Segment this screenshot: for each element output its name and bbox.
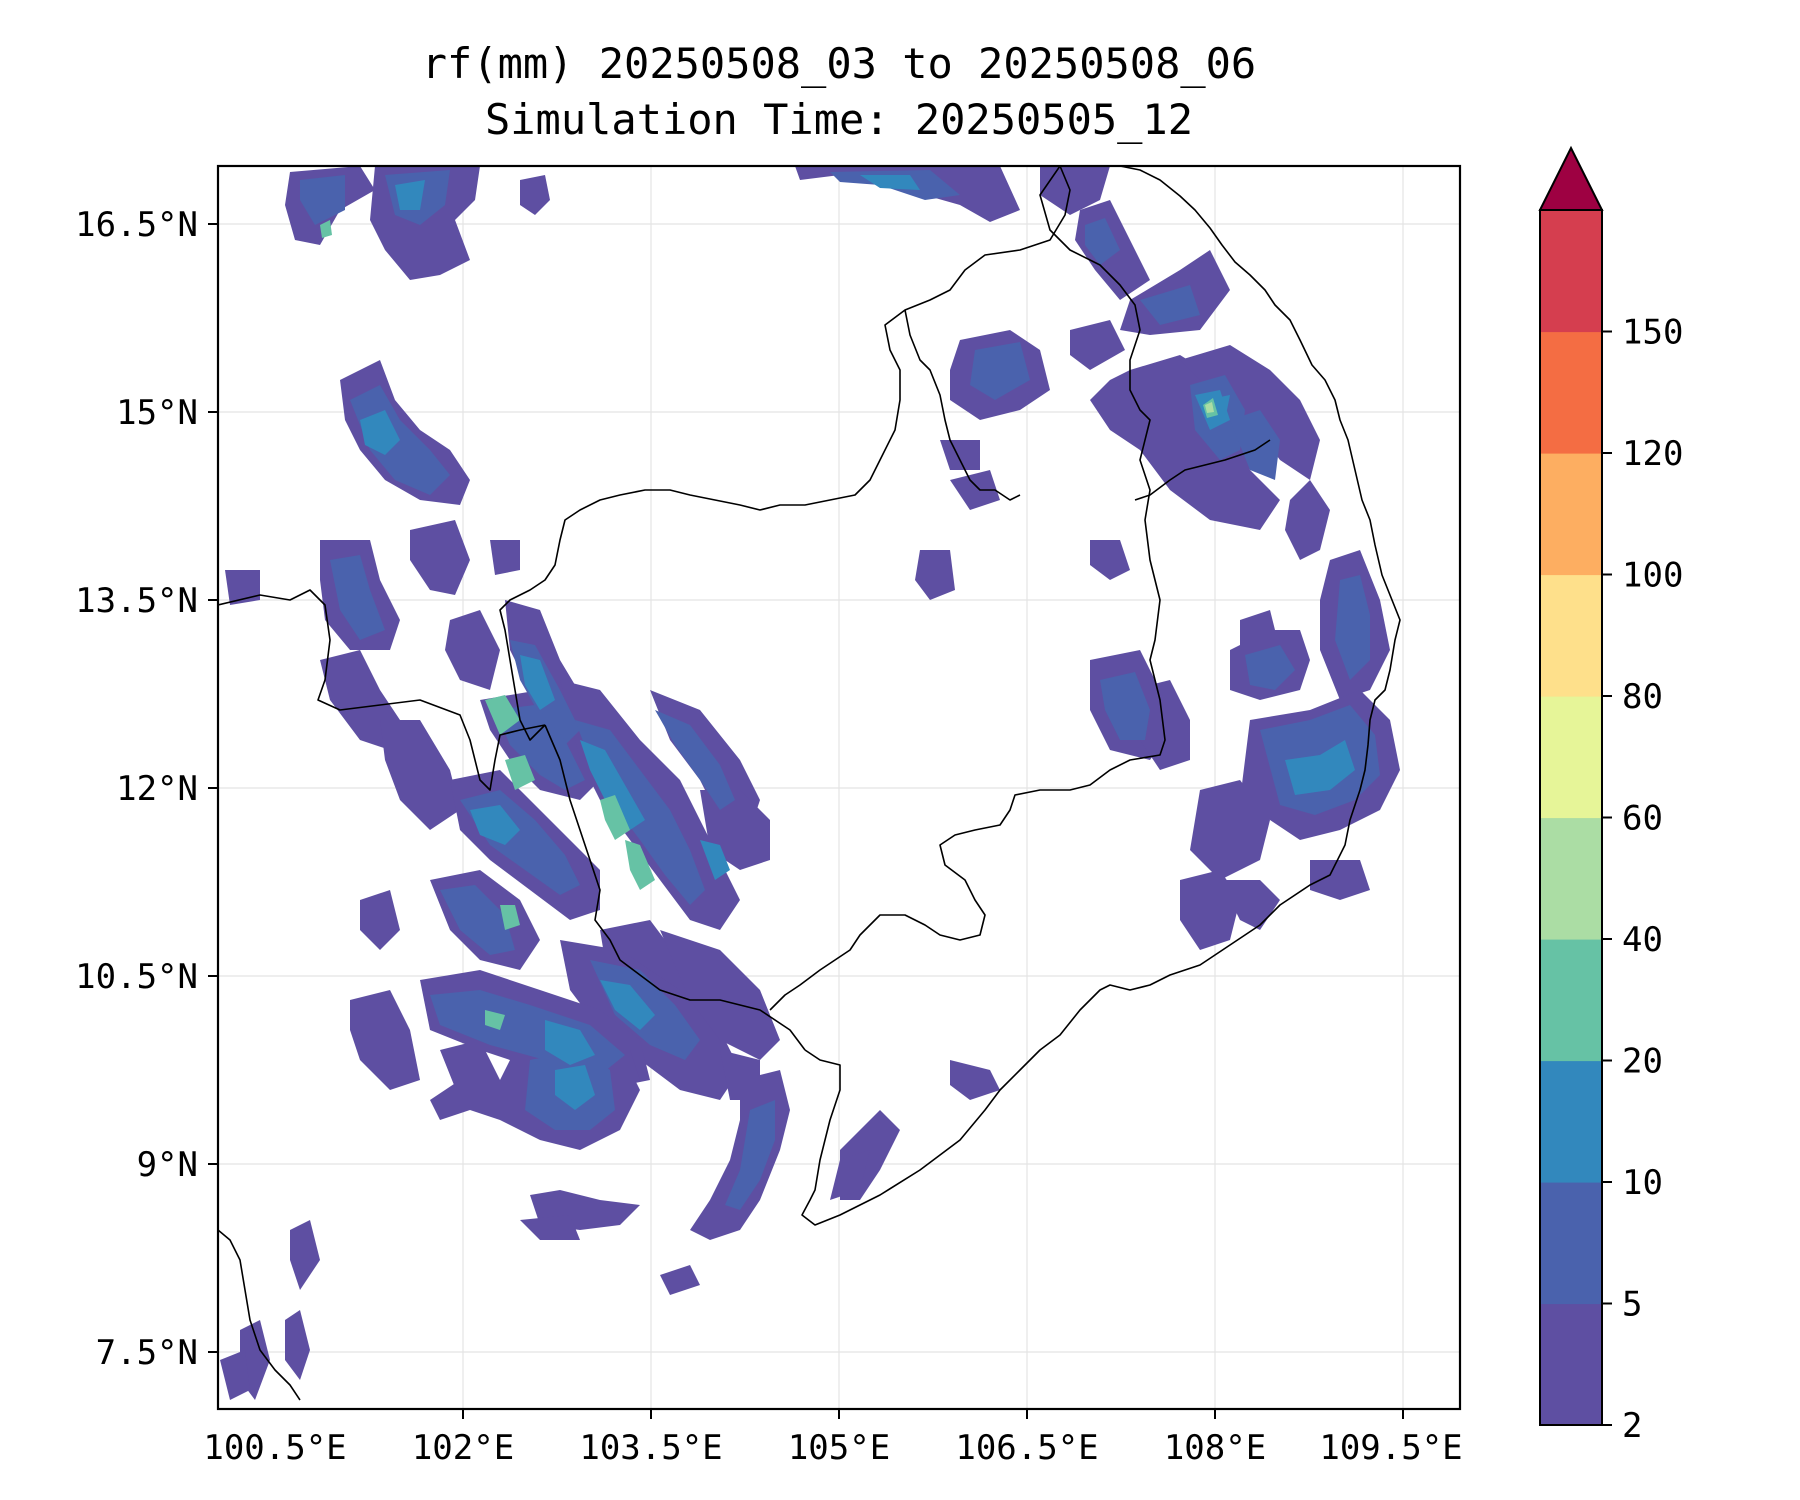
colorbar-segment: [1540, 210, 1602, 333]
x-tick-label: 102°E: [412, 1428, 514, 1468]
colorbar-segment: [1540, 939, 1602, 1062]
colorbar-tick-label: 40: [1622, 920, 1663, 960]
colorbar-segment: [1540, 453, 1602, 576]
colorbar-tick-label: 120: [1622, 434, 1683, 474]
colorbar-tick-label: 60: [1622, 799, 1663, 839]
colorbar-tick-label: 80: [1622, 677, 1663, 717]
x-tick-label: 103.5°E: [579, 1428, 722, 1468]
colorbar-segment: [1540, 1303, 1602, 1426]
x-tick-label: 100.5°E: [203, 1428, 346, 1468]
y-axis: 16.5°N 15°N 13.5°N 12°N 10.5°N 9°N 7.5°N: [75, 205, 218, 1373]
y-tick-label: 12°N: [116, 769, 198, 809]
colorbar: 2 5 10 20 40 60 80 100 120 150: [1538, 145, 1683, 1446]
colorbar-segment: [1540, 1060, 1602, 1183]
colorbar-segment: [1540, 1182, 1602, 1305]
y-tick-label: 9°N: [137, 1145, 198, 1185]
rain-20-40mm: [320, 220, 1218, 1030]
y-tick-label: 7.5°N: [96, 1333, 198, 1373]
x-axis: 100.5°E 102°E 103.5°E 105°E 106.5°E 108°…: [203, 1409, 1463, 1468]
map-panel: [216, 164, 1462, 1411]
x-tick-label: 105°E: [788, 1428, 890, 1468]
x-tick-label: 106.5°E: [955, 1428, 1098, 1468]
colorbar-tick-label: 20: [1622, 1042, 1663, 1082]
y-tick-label: 15°N: [116, 393, 198, 433]
colorbar-tick-label: 10: [1622, 1163, 1663, 1203]
coastlines-borders: [218, 166, 1401, 1401]
colorbar-tick-label: 2: [1622, 1406, 1642, 1446]
colorbar-extend-arrow: [1538, 145, 1604, 211]
colorbar-segment: [1540, 817, 1602, 940]
y-tick-label: 16.5°N: [75, 205, 198, 245]
y-tick-label: 10.5°N: [75, 957, 198, 997]
title-line-1: rf(mm) 20250508_03 to 20250508_06: [422, 39, 1256, 88]
colorbar-tick-label: 100: [1622, 556, 1683, 596]
x-tick-label: 109.5°E: [1319, 1428, 1462, 1468]
rain-40-60mm: [1205, 402, 1214, 413]
colorbar-tick-label: 5: [1622, 1285, 1642, 1325]
colorbar-segment: [1540, 574, 1602, 697]
y-tick-label: 13.5°N: [75, 581, 198, 621]
x-tick-label: 108°E: [1164, 1428, 1266, 1468]
title-line-2: Simulation Time: 20250505_12: [485, 95, 1193, 144]
colorbar-tick-label: 150: [1622, 313, 1683, 353]
colorbar-segment: [1540, 331, 1602, 454]
colorbar-segment: [1540, 696, 1602, 819]
